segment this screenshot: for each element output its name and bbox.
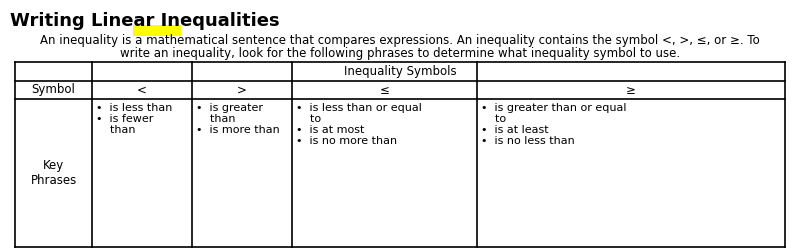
Text: write an inequality, look for the following phrases to determine what inequality: write an inequality, look for the follow… xyxy=(120,47,680,60)
Text: than: than xyxy=(196,114,236,124)
Text: Inequality Symbols: Inequality Symbols xyxy=(344,65,456,78)
Text: ≤: ≤ xyxy=(380,83,390,97)
Text: to: to xyxy=(481,114,506,124)
Text: •  is no less than: • is no less than xyxy=(481,136,574,146)
Text: An inequality is a mathematical sentence that compares expressions. An inequalit: An inequality is a mathematical sentence… xyxy=(40,34,760,47)
Text: >: > xyxy=(238,83,247,97)
Text: •  is at least: • is at least xyxy=(481,125,549,135)
Text: than: than xyxy=(96,125,135,135)
Text: Key
Phrases: Key Phrases xyxy=(30,159,77,187)
Text: <: < xyxy=(137,83,147,97)
Text: to: to xyxy=(296,114,322,124)
Text: ≥: ≥ xyxy=(626,83,636,97)
Text: •  is greater than or equal: • is greater than or equal xyxy=(481,103,626,113)
FancyBboxPatch shape xyxy=(134,24,181,36)
Text: •  is fewer: • is fewer xyxy=(96,114,154,124)
Text: Writing Linear Inequalities: Writing Linear Inequalities xyxy=(10,12,280,30)
Text: •  is more than: • is more than xyxy=(196,125,280,135)
Text: •  is less than or equal: • is less than or equal xyxy=(296,103,422,113)
Text: •  is no more than: • is no more than xyxy=(296,136,398,146)
Text: Symbol: Symbol xyxy=(31,83,75,97)
Text: •  is less than: • is less than xyxy=(96,103,172,113)
Text: •  is at most: • is at most xyxy=(296,125,365,135)
Text: •  is greater: • is greater xyxy=(196,103,263,113)
